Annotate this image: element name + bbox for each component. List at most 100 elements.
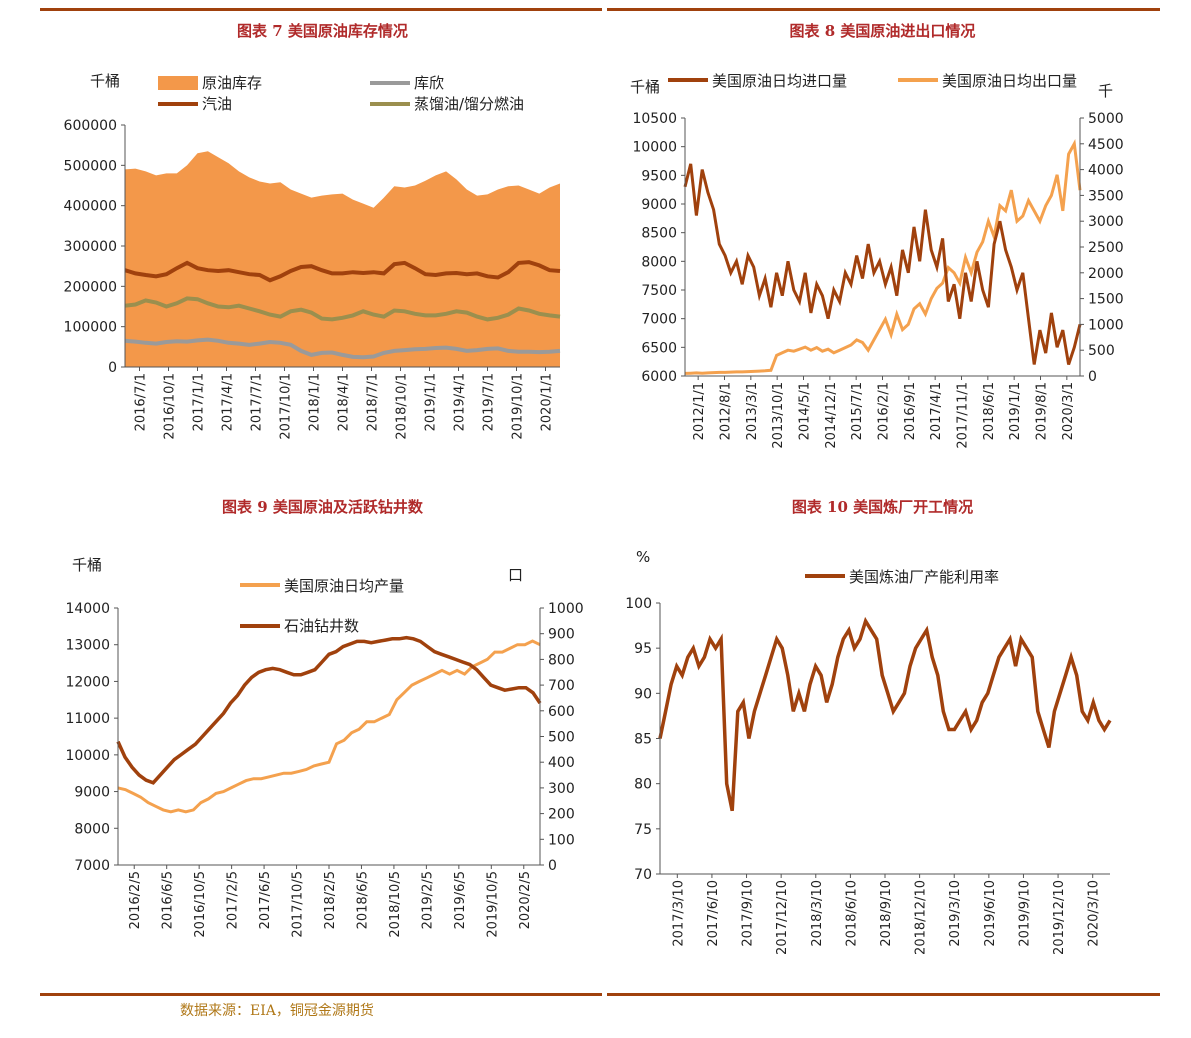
x-tick-label: 2020/2/5: [518, 871, 533, 929]
y-right-tick-label: 2500: [1088, 240, 1124, 256]
x-tick-label: 2013/3/1: [745, 382, 760, 440]
x-tick-label: 2018/6/10: [844, 880, 859, 947]
y-right-tick-label: 700: [548, 678, 575, 694]
x-tick-label: 2018/2/5: [323, 871, 338, 929]
y-right-tick-label: 4500: [1088, 137, 1124, 153]
x-tick-label: 2018/1/1: [308, 373, 323, 431]
x-tick-label: 2012/8/1: [719, 382, 734, 440]
series-exports-line: [684, 139, 1082, 375]
series-gasoline-line: [124, 260, 561, 283]
legend-label-cushing: 库欣: [414, 74, 444, 92]
y-tick-label: 80: [634, 777, 652, 793]
x-tick-label: 2014/5/1: [798, 382, 813, 440]
x-tick-label: 2018/4/1: [337, 373, 352, 431]
y-right-tick-label: 0: [1088, 369, 1097, 385]
y-tick-label: 100: [625, 596, 652, 612]
x-tick-label: 2017/9/10: [741, 880, 756, 947]
legend-label-imports: 美国原油日均进口量: [712, 72, 847, 90]
x-tick-label: 2018/9/10: [879, 880, 894, 947]
x-tick-label: 2019/7/1: [482, 373, 497, 431]
y-tick-label: 0: [108, 360, 117, 376]
x-tick-label: 2018/10/5: [388, 871, 403, 938]
legend-label-rigs: 石油钻井数: [284, 617, 359, 635]
x-tick-label: 2018/3/10: [810, 880, 825, 947]
y-tick-label: 6500: [641, 340, 677, 356]
x-tick-label: 2016/9/1: [903, 382, 918, 440]
y-right-tick-label: 600: [548, 704, 575, 720]
x-tick-label: 2020/1/1: [540, 373, 555, 431]
x-tick-label: 2017/12/10: [775, 880, 790, 955]
legend-label-distillate: 蒸馏油/馏分燃油: [414, 95, 524, 113]
y-right-tick-label: 4000: [1088, 163, 1124, 179]
unit-label-left: 千桶: [72, 556, 102, 574]
legend-label-gasoline: 汽油: [202, 95, 232, 113]
x-tick-label: 2019/10/5: [485, 871, 500, 938]
y-tick-label: 500000: [64, 158, 117, 174]
x-tick-label: 2020/3/10: [1087, 880, 1102, 947]
y-right-tick-label: 200: [548, 807, 575, 823]
y-tick-label: 8000: [74, 821, 110, 837]
x-tick-label: 2016/2/1: [877, 382, 892, 440]
chart10-title: 图表 10 美国炼厂开工情况: [791, 498, 974, 516]
legend-label-utilization: 美国炼油厂产能利用率: [849, 568, 999, 586]
y-tick-label: 6000: [641, 369, 677, 385]
x-tick-label: 2018/10/1: [395, 373, 410, 440]
x-tick-label: 2015/7/1: [850, 382, 865, 440]
y-right-tick-label: 5000: [1088, 111, 1124, 127]
y-right-tick-label: 3000: [1088, 214, 1124, 230]
x-tick-label: 2017/3/10: [671, 880, 686, 947]
chart8-title: 图表 8 美国原油进出口情况: [789, 22, 976, 40]
chart8-imports-exports: 千桶 千6000650070007500800085009000950010000…: [630, 72, 1124, 449]
y-tick-label: 7000: [641, 312, 677, 328]
y-tick-label: 95: [634, 641, 652, 657]
x-tick-label: 2012/1/1: [692, 382, 707, 440]
y-right-tick-label: 1000: [1088, 317, 1124, 333]
x-tick-label: 2019/6/5: [453, 871, 468, 929]
y-tick-label: 600000: [64, 118, 117, 134]
series-rigs-line: [116, 635, 542, 785]
unit-label: 千桶: [90, 72, 120, 90]
x-tick-label: 2017/4/1: [221, 373, 236, 431]
y-tick-label: 9000: [74, 785, 110, 801]
x-tick-label: 2018/6/1: [982, 382, 997, 440]
y-tick-label: 10000: [632, 140, 677, 156]
y-tick-label: 70: [634, 867, 652, 883]
y-right-tick-label: 800: [548, 652, 575, 668]
x-tick-label: 2019/4/1: [453, 373, 468, 431]
y-tick-label: 10500: [632, 111, 677, 127]
series-imports-line: [683, 163, 1082, 365]
top-rule-right: [607, 8, 1160, 11]
chart7-crude-inventory: 千桶 0 100000 200000 300000 400000 500000 600000 2…: [64, 72, 561, 440]
chart9-title: 图表 9 美国原油及活跃钻井数: [222, 498, 423, 516]
y-tick-label: 8500: [641, 226, 677, 242]
x-tick-label: 2019/12/10: [1052, 880, 1067, 955]
chart7-title: 图表 7 美国原油库存情况: [237, 22, 408, 40]
series-cushing-line: [124, 337, 561, 360]
chart9-production-rigs: 千桶口7000800090001000011000120001300014000…: [65, 556, 583, 938]
x-tick-label: 2014/12/1: [824, 382, 839, 449]
y-tick-label: 12000: [65, 674, 110, 690]
y-tick-label: 85: [634, 732, 652, 748]
series-crude-inventory-area: [125, 151, 560, 367]
y-right-tick-label: 500: [548, 730, 575, 746]
unit-label: %: [636, 548, 650, 566]
legend-label-production: 美国原油日均产量: [284, 577, 404, 595]
y-right-tick-label: 500: [1088, 343, 1115, 359]
y-right-tick-label: 0: [548, 858, 557, 874]
x-tick-label: 2017/1/1: [192, 373, 207, 431]
y-right-tick-label: 300: [548, 781, 575, 797]
x-tick-label: 2018/6/5: [355, 871, 370, 929]
y-tick-label: 11000: [65, 711, 110, 727]
bottom-rule-right: [607, 993, 1160, 996]
x-tick-label: 2016/2/5: [128, 871, 143, 929]
unit-label-right: 口: [508, 566, 523, 584]
y-tick-label: 8000: [641, 254, 677, 270]
series-distillate-line: [124, 296, 561, 322]
y-tick-label: 400000: [64, 199, 117, 215]
y-tick-label: 7500: [641, 283, 677, 299]
y-tick-label: 7000: [74, 858, 110, 874]
data-source: 数据来源：EIA，铜冠金源期货: [180, 1003, 374, 1019]
chart10-refinery-utilization: % 70 75 80 85 90 95 100 2017/3/10 2017/6/10 2017/9…: [625, 548, 1112, 955]
x-tick-label: 2017/10/5: [291, 871, 306, 938]
series-production-line: [117, 639, 541, 814]
